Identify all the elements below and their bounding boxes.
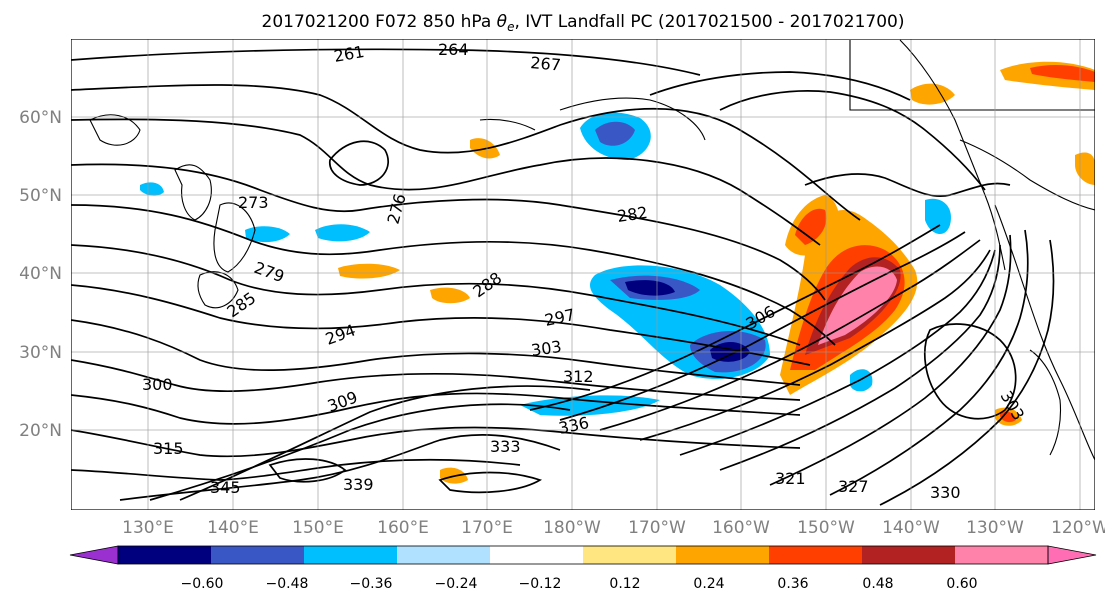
colorbar-bin (490, 546, 584, 564)
colorbar-extend-high (1047, 545, 1097, 565)
colorbar: −0.60 −0.48 −0.36 −0.24 −0.12 0.12 0.24 … (69, 545, 1097, 592)
lon-label: 160°W (712, 518, 770, 538)
colorbar-tick: −0.36 (350, 576, 393, 592)
contour-label: 312 (563, 367, 594, 386)
shading-patch-14 (850, 369, 873, 392)
colorbar-bin (676, 546, 770, 564)
lon-label: 170°W (628, 518, 686, 538)
contour-label: 315 (153, 439, 184, 458)
colorbar-tick: −0.12 (519, 576, 562, 592)
colorbar-tick: −0.48 (266, 576, 309, 592)
contour-label: 264 (438, 40, 469, 59)
lon-label: 130°W (966, 518, 1024, 538)
lat-label: 60°N (19, 108, 62, 128)
contour-label: 273 (238, 193, 269, 212)
lat-label: 40°N (19, 264, 62, 284)
colorbar-frame (117, 545, 1049, 565)
colorbar-bin (955, 546, 1049, 564)
lat-label: 30°N (19, 343, 62, 363)
shading-patch-2 (338, 263, 400, 279)
lon-label: 150°E (292, 518, 344, 538)
colorbar-bin (862, 546, 956, 564)
contour-label: 282 (616, 203, 649, 226)
shading-patch-11 (430, 287, 470, 304)
shading-patch-3 (245, 226, 290, 243)
theta-e-contours (71, 48, 1055, 506)
shading-north-dark (595, 121, 635, 146)
lat-label: 20°N (19, 421, 62, 441)
lon-label: 140°W (882, 518, 940, 538)
contour-label: 345 (210, 478, 241, 497)
coastlines (89, 39, 1095, 461)
colorbar-bin (211, 546, 305, 564)
colorbar-extend-low (69, 545, 119, 565)
contour-label: 321 (775, 469, 806, 488)
shading-patch-5 (1000, 411, 1016, 423)
anomaly-shading (140, 61, 1095, 484)
shading-plume-pink (818, 266, 897, 345)
colorbar-tick: 0.24 (693, 576, 724, 592)
contour-label: 333 (490, 437, 521, 456)
contour-label: 330 (930, 483, 961, 502)
shading-patch-1 (315, 224, 370, 242)
map-panel: 261 264 267 273 276 279 282 285 288 294 … (71, 39, 1095, 510)
colorbar-bin (769, 546, 863, 564)
contour-label: 303 (530, 337, 563, 360)
contour-label: 300 (142, 375, 173, 394)
colorbar-bin (304, 546, 398, 564)
colorbar-bin (583, 546, 677, 564)
contour-label: 327 (838, 477, 869, 496)
shading-central-dark (625, 280, 675, 296)
colorbar-tick: 0.12 (609, 576, 640, 592)
shading-patch-12 (140, 182, 164, 196)
lon-label: 120°W (1051, 518, 1105, 538)
shading-lower-light (520, 395, 660, 416)
lat-label: 50°N (19, 186, 62, 206)
lon-label: 140°E (207, 518, 259, 538)
latitude-labels: 60°N 50°N 40°N 30°N 20°N (19, 108, 62, 441)
longitude-labels: 130°E 140°E 150°E 160°E 170°E 180°W 170°… (122, 518, 1105, 538)
lon-label: 150°W (797, 518, 855, 538)
shading-patch-6 (925, 198, 951, 235)
colorbar-tick: −0.24 (435, 576, 478, 592)
colorbar-bin (118, 546, 212, 564)
lon-label: 180°W (543, 518, 601, 538)
lon-label: 170°E (461, 518, 513, 538)
map-title: 2017021200 F072 850 hPa θe, IVT Landfall… (262, 12, 905, 34)
shading-patch-8 (1030, 65, 1095, 82)
gridlines (71, 39, 1095, 510)
contour-label: 339 (343, 475, 374, 494)
colorbar-tick: 0.60 (946, 576, 977, 592)
lon-label: 130°E (122, 518, 174, 538)
shading-red-upper (795, 208, 827, 245)
colorbar-bin (397, 546, 491, 564)
colorbar-tick: −0.60 (181, 576, 224, 592)
contour-label: 267 (530, 53, 562, 75)
colorbar-tick: 0.48 (862, 576, 893, 592)
lon-label: 160°E (377, 518, 429, 538)
colorbar-bins (69, 545, 1097, 565)
colorbar-tick: 0.36 (777, 576, 808, 592)
